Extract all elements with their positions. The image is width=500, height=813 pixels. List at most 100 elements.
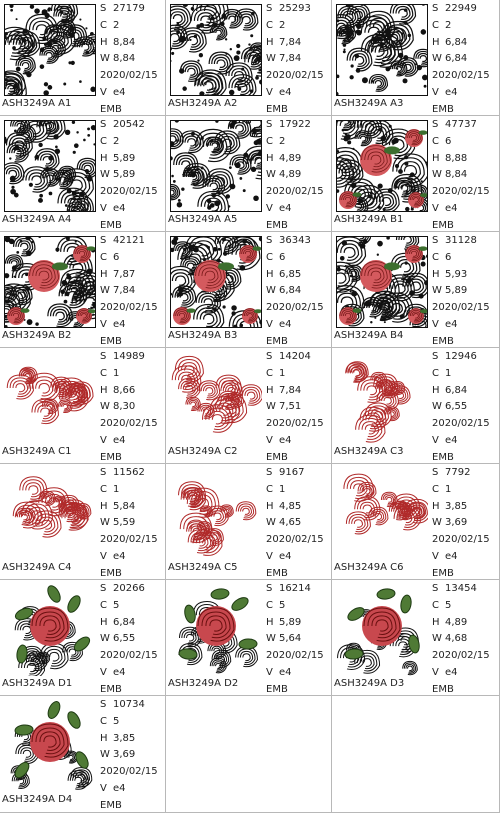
field-value: 5,64 <box>279 633 302 645</box>
field-label: C <box>266 367 273 379</box>
field-value: 4,85 <box>279 500 302 512</box>
design-thumbnail <box>178 481 257 556</box>
field-value: 2020/02/15 <box>432 534 490 546</box>
design-thumbnail <box>170 236 262 328</box>
field-label: V <box>266 435 273 446</box>
design-name: ASH3249A C5 <box>168 562 238 573</box>
field-value: e4 <box>279 319 292 330</box>
field-label: V <box>432 667 439 678</box>
design-name: ASH3249A C2 <box>168 446 238 457</box>
design-name: ASH3249A B3 <box>168 330 238 341</box>
field-label: S <box>100 351 107 362</box>
field-value: 31128 <box>445 235 477 246</box>
design-thumbnail <box>4 4 96 96</box>
field-value: 8,84 <box>113 53 136 65</box>
field-label: H <box>266 36 274 48</box>
field-label: S <box>266 3 273 14</box>
field-value: EMB <box>100 335 122 347</box>
field-value: 7,84 <box>279 53 302 65</box>
design-name: ASH3249A D2 <box>168 678 239 689</box>
design-cell: ASH3249A C4 S 11562 C 1 H 5,84 W 5,59 2020/02/15 V… <box>0 464 166 580</box>
field-label: S <box>100 235 107 246</box>
field-label: W <box>100 285 110 297</box>
design-thumbnail <box>4 236 96 328</box>
field-value: 13454 <box>445 583 477 594</box>
field-value: 2020/02/15 <box>432 418 490 430</box>
field-value: e4 <box>445 87 458 98</box>
design-cell: ASH3249A A2 S 25293 C 2 H 7,84 W 7,84 2020/02/15 V… <box>166 0 332 116</box>
design-cell: ASH3249A A4 S 20542 C 2 H 5,89 W 5,89 2020/02/15 V… <box>0 116 166 232</box>
field-label: V <box>432 203 439 214</box>
field-value: EMB <box>432 219 454 231</box>
field-label: C <box>100 599 107 611</box>
field-value: 14989 <box>113 351 145 362</box>
field-value: e4 <box>445 319 458 330</box>
field-label: S <box>266 583 273 594</box>
field-label: S <box>266 351 273 362</box>
field-label: W <box>266 633 276 645</box>
field-value: 5,89 <box>445 285 468 297</box>
field-label: S <box>432 3 439 14</box>
field-label: V <box>100 87 107 98</box>
field-label: H <box>432 36 440 48</box>
field-label: C <box>100 715 107 727</box>
field-value: e4 <box>445 203 458 214</box>
field-value: 3,85 <box>445 500 468 512</box>
field-label: H <box>432 268 440 280</box>
field-value: 2020/02/15 <box>266 418 324 430</box>
design-cell: ASH3249A A3 S 22949 C 2 H 6,84 W 6,84 2020/02/15 V… <box>332 0 500 116</box>
field-label: V <box>432 87 439 98</box>
field-value: 5,93 <box>445 268 468 280</box>
design-name: ASH3249A C3 <box>334 446 404 457</box>
field-label: C <box>432 251 439 263</box>
field-value: 3,69 <box>445 517 468 529</box>
field-value: e4 <box>279 435 292 446</box>
design-cell: ASH3249A D1 S 20266 C 5 H 6,84 W 6,55 2020/02/15 V… <box>0 580 166 696</box>
field-label: V <box>432 319 439 330</box>
field-value: 14204 <box>279 351 311 362</box>
field-label: V <box>100 203 107 214</box>
field-label: H <box>100 36 108 48</box>
field-label: C <box>432 367 439 379</box>
field-label: C <box>266 599 273 611</box>
field-value: EMB <box>266 567 288 579</box>
field-label: W <box>432 169 442 181</box>
field-value: 6,84 <box>279 285 302 297</box>
field-label: S <box>100 583 107 594</box>
field-value: 6,84 <box>445 36 468 48</box>
field-value: 2 <box>113 135 120 147</box>
field-value: EMB <box>100 799 122 811</box>
field-value: 6 <box>113 251 120 263</box>
field-label: V <box>100 319 107 330</box>
field-label: C <box>432 599 439 611</box>
field-value: EMB <box>432 683 454 695</box>
field-value: e4 <box>279 203 292 214</box>
field-label: V <box>432 435 439 446</box>
field-label: V <box>266 203 273 214</box>
design-cell: ASH3249A D4 S 10734 C 5 H 3,85 W 3,69 2020/02/15 V… <box>0 696 166 813</box>
field-value: 2020/02/15 <box>100 302 158 314</box>
field-value: EMB <box>266 451 288 463</box>
field-value: 6,84 <box>445 384 468 396</box>
field-value: 11562 <box>113 467 145 478</box>
field-value: e4 <box>113 87 126 98</box>
field-label: V <box>100 435 107 446</box>
field-label: S <box>266 235 273 246</box>
field-value: 7792 <box>445 467 471 478</box>
field-value: 6,55 <box>113 633 136 645</box>
design-name: ASH3249A B4 <box>334 330 404 341</box>
field-value: 12946 <box>445 351 477 362</box>
field-label: C <box>266 251 273 263</box>
field-value: 22949 <box>445 3 477 14</box>
field-label: H <box>432 384 440 396</box>
design-cell: ASH3249A C1 S 14989 C 1 H 8,66 W 8,30 2020/02/15 V… <box>0 348 166 464</box>
field-label: W <box>100 401 110 413</box>
field-label: S <box>100 3 107 14</box>
field-label: W <box>266 169 276 181</box>
field-value: e4 <box>279 551 292 562</box>
field-label: V <box>266 667 273 678</box>
field-value: EMB <box>432 103 454 115</box>
field-value: 2020/02/15 <box>100 418 158 430</box>
field-value: 2020/02/15 <box>432 650 490 662</box>
